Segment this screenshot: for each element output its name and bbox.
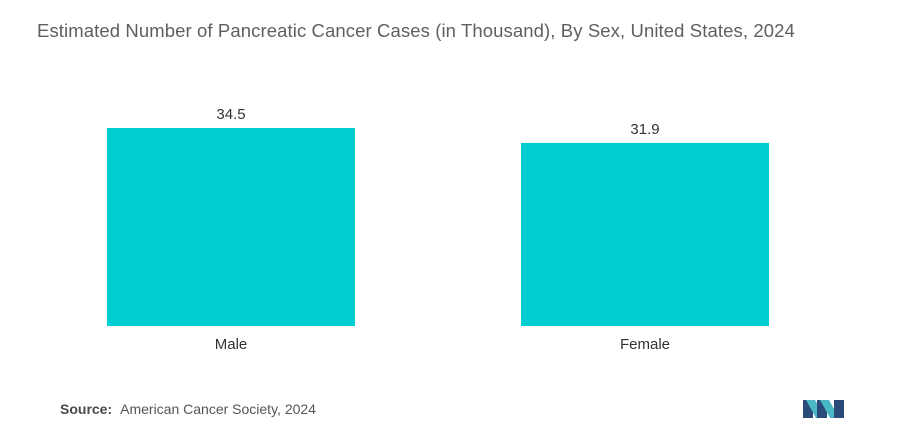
data-label-male: 34.5: [216, 106, 245, 123]
data-label-female: 31.9: [630, 121, 659, 138]
bar-male: [107, 128, 355, 326]
chart-title: Estimated Number of Pancreatic Cancer Ca…: [37, 20, 795, 41]
bar-female: [521, 142, 769, 326]
brand-logo-icon: [803, 400, 844, 418]
source-text: American Cancer Society, 2024: [120, 401, 316, 417]
source-label: Source:: [60, 401, 113, 417]
source-note: Source: American Cancer Society, 2024: [60, 401, 316, 417]
category-label-male: Male: [215, 336, 248, 353]
category-label-female: Female: [620, 336, 670, 353]
